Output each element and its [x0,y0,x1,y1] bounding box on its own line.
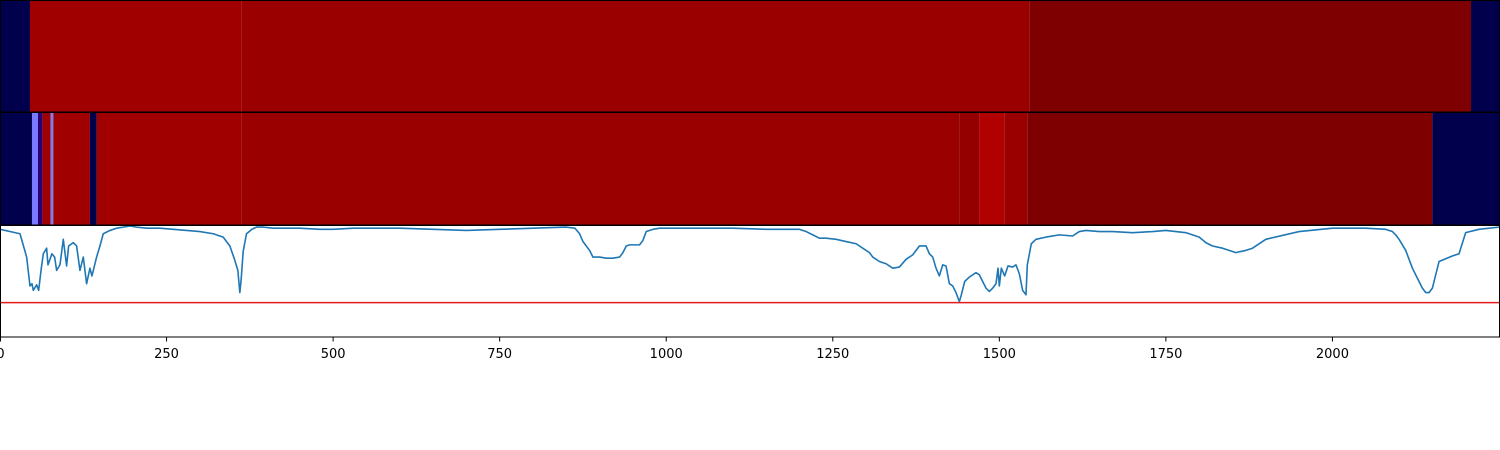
line-panel [0,225,1500,338]
x-tick-label: 1000 [650,347,683,362]
heatmap-cell [31,113,38,225]
x-tick-label: 0 [0,347,5,362]
heatmap-cell [1471,1,1499,112]
heatmap-cell [979,113,1005,225]
heatmap-cell [241,113,960,225]
series-line [0,225,1500,303]
heatmap-cell [89,113,97,225]
heatmap-cell [1027,113,1433,225]
heatmap-cell [241,1,1030,112]
heatmap-cell [1004,113,1028,225]
heatmap-panel-middle [0,112,1500,226]
heatmap-cell [37,113,43,225]
heatmap-cell [42,113,51,225]
x-axis: 0 250 500 750 1000 1250 1500 1750 2000 [0,337,1349,362]
heatmap-cell [1432,113,1499,225]
x-tick-label: 250 [154,347,179,362]
heatmap-panel-top [0,0,1500,113]
heatmap-cell [53,113,90,225]
heatmap-cell [50,113,54,225]
x-tick-label: 500 [321,347,346,362]
x-tick-label: 750 [487,347,512,362]
heatmap-cell [96,113,242,225]
x-tick-label: 1750 [1149,347,1182,362]
heatmap-cell [0,1,30,112]
heatmap-cell [1029,1,1472,112]
x-tick-label: 2000 [1316,347,1349,362]
heatmap-cell [29,1,242,112]
heatmap-cell [0,113,32,225]
x-tick-label: 1500 [983,347,1016,362]
x-tick-label: 1250 [816,347,849,362]
heatmap-cell [959,113,980,225]
